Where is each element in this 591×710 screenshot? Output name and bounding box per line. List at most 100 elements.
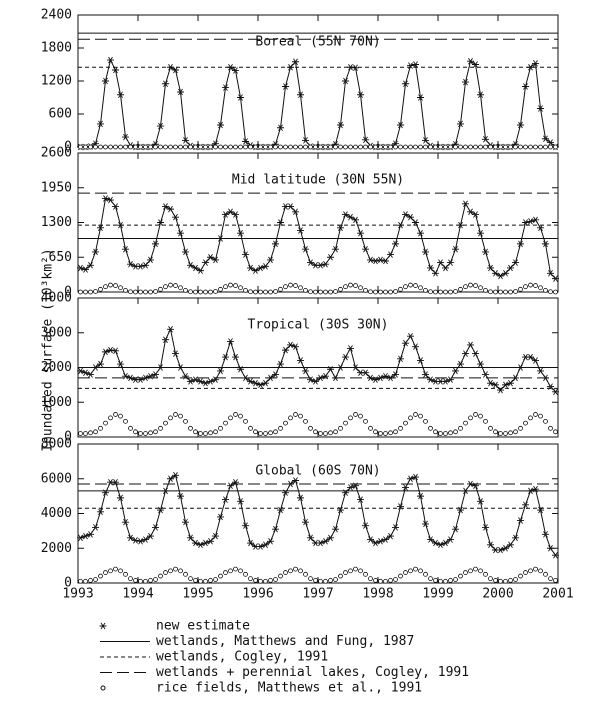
rice-marker xyxy=(378,144,383,150)
rice-marker xyxy=(143,431,148,436)
estimate-marker xyxy=(217,367,224,375)
estimate-marker xyxy=(257,381,264,389)
rice-marker xyxy=(83,431,88,436)
rice-marker xyxy=(228,144,233,150)
rice-marker xyxy=(183,571,188,577)
estimate-marker xyxy=(427,264,434,272)
rice-marker xyxy=(398,286,403,292)
rice-marker xyxy=(453,144,458,150)
estimate-marker xyxy=(122,133,129,141)
estimate-marker xyxy=(97,360,104,368)
rice-marker xyxy=(493,289,498,295)
rice-marker xyxy=(213,577,218,582)
estimate-marker xyxy=(362,369,369,376)
legend-entry: new estimate xyxy=(99,619,250,634)
rice-marker xyxy=(78,144,83,150)
estimate-marker xyxy=(142,262,149,269)
rice-marker xyxy=(168,415,173,421)
rice-marker xyxy=(113,144,118,150)
estimate-marker xyxy=(377,256,384,264)
x-tick-label: 1996 xyxy=(242,587,273,602)
estimate-marker xyxy=(357,496,364,503)
estimate-marker xyxy=(97,120,104,128)
rice-marker xyxy=(368,289,373,295)
estimate-marker xyxy=(517,240,524,248)
estimate-marker xyxy=(447,536,454,543)
rice-marker xyxy=(138,578,143,584)
rice-marker xyxy=(253,289,258,295)
rice-marker xyxy=(283,144,288,150)
estimate-marker xyxy=(107,56,114,64)
rice-marker xyxy=(443,578,448,584)
estimate-marker xyxy=(352,216,359,224)
estimate-marker xyxy=(282,346,289,354)
rice-marker xyxy=(393,429,398,435)
rice-marker xyxy=(533,144,538,150)
estimate-marker xyxy=(467,57,474,65)
estimate-marker xyxy=(197,267,204,274)
rice-marker xyxy=(138,431,143,436)
rice-marker xyxy=(363,144,368,150)
rice-marker xyxy=(123,571,128,577)
rice-marker xyxy=(363,571,368,577)
rice-marker xyxy=(463,420,468,426)
estimate-marker xyxy=(297,494,304,502)
rice-marker xyxy=(303,144,308,150)
estimate-marker xyxy=(472,211,479,218)
estimate-marker xyxy=(87,371,94,378)
y-tick-label: 2600 xyxy=(41,146,72,161)
rice-marker xyxy=(438,431,443,436)
estimate-marker xyxy=(112,203,119,210)
estimate-marker xyxy=(477,360,484,368)
rice-marker xyxy=(208,289,213,295)
rice-marker xyxy=(503,431,508,436)
rice-marker xyxy=(123,418,128,424)
rice-marker xyxy=(498,578,503,584)
estimate-marker xyxy=(212,256,219,264)
estimate-marker xyxy=(427,536,434,543)
y-tick-label: 650 xyxy=(49,250,72,265)
estimate-marker xyxy=(207,378,214,385)
estimate-marker xyxy=(507,379,514,387)
y-tick-label: 2000 xyxy=(41,360,72,375)
rice-marker xyxy=(373,577,378,583)
rice-marker xyxy=(173,412,178,417)
estimate-marker xyxy=(337,121,344,129)
estimate-marker xyxy=(242,251,249,258)
rice-marker xyxy=(493,429,498,435)
estimate-marker xyxy=(192,264,199,272)
rice-marker xyxy=(148,144,153,150)
estimate-marker xyxy=(257,543,264,550)
rice-marker xyxy=(328,430,333,436)
rice-marker xyxy=(303,571,308,577)
estimate-marker xyxy=(102,77,109,85)
rice-marker xyxy=(478,285,483,291)
rice-marker xyxy=(448,577,453,583)
rice-marker xyxy=(548,144,553,150)
rice-marker xyxy=(383,144,388,150)
rice-marker xyxy=(403,420,408,426)
estimate-marker xyxy=(102,195,109,202)
estimate-marker xyxy=(517,121,524,129)
rice-marker xyxy=(78,289,83,295)
estimate-marker xyxy=(77,264,84,272)
estimate-marker xyxy=(82,532,89,540)
rice-marker xyxy=(528,144,533,150)
rice-marker xyxy=(118,144,123,150)
estimate-marker xyxy=(287,203,294,210)
rice-marker xyxy=(503,289,508,295)
rice-marker xyxy=(418,413,423,419)
rice-marker xyxy=(263,431,268,436)
rice-marker xyxy=(548,425,553,431)
rice-marker xyxy=(408,415,413,421)
estimate-marker xyxy=(392,240,399,248)
rice-marker xyxy=(348,144,353,150)
estimate-marker xyxy=(112,66,119,74)
estimate-marker xyxy=(107,346,114,354)
estimate-marker xyxy=(312,378,319,385)
rice-marker xyxy=(543,287,548,293)
rice-marker xyxy=(298,285,303,291)
rice-marker xyxy=(368,425,373,431)
rice-marker xyxy=(233,412,238,417)
estimate-marker xyxy=(542,531,549,538)
